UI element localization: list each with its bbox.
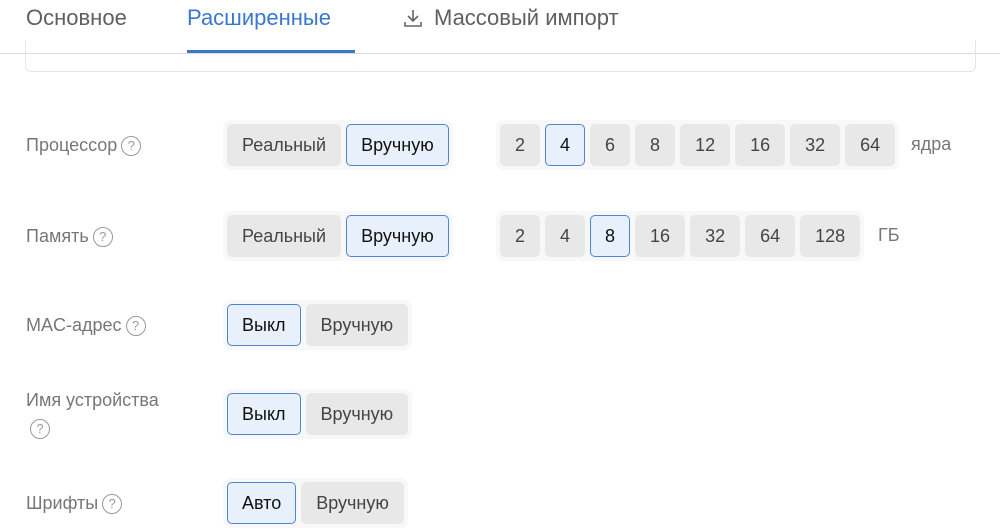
tab-label: Основное bbox=[26, 5, 127, 30]
value-option-button[interactable]: 32 bbox=[790, 124, 841, 166]
help-icon[interactable]: ? bbox=[125, 316, 146, 337]
label-text: Процессор bbox=[26, 135, 118, 155]
value-option-button[interactable]: 2 bbox=[500, 215, 541, 257]
tab-label: Массовый импорт bbox=[434, 5, 619, 30]
row-label-fonts: Шрифты? bbox=[26, 489, 123, 517]
row-label-memory: Память? bbox=[26, 222, 113, 250]
cpu-mode-group: Реальный Вручную bbox=[223, 120, 453, 170]
mode-option-button[interactable]: Выкл bbox=[227, 304, 301, 346]
memory-value-group: 2 4 8 16 32 64 128 bbox=[496, 211, 865, 261]
label-text: MAC-адрес bbox=[26, 315, 122, 335]
value-option-button[interactable]: 4 bbox=[545, 124, 586, 166]
download-icon bbox=[404, 10, 422, 27]
mode-option-button[interactable]: Реальный bbox=[227, 124, 342, 166]
row-label-cpu: Процессор? bbox=[26, 131, 142, 159]
value-option-button[interactable]: 4 bbox=[545, 215, 586, 257]
mode-option-button[interactable]: Вручную bbox=[305, 304, 409, 346]
memory-unit-label: ГБ bbox=[878, 225, 900, 245]
row-label-device-name: Имя устройства? bbox=[26, 386, 166, 442]
value-option-button[interactable]: 16 bbox=[735, 124, 786, 166]
fonts-mode-group: Авто Вручную bbox=[223, 478, 408, 528]
value-option-button[interactable]: 2 bbox=[500, 124, 541, 166]
help-icon[interactable]: ? bbox=[102, 494, 123, 515]
mode-option-button[interactable]: Вручную bbox=[346, 215, 449, 257]
value-option-button[interactable]: 8 bbox=[590, 215, 631, 257]
value-option-button[interactable]: 128 bbox=[800, 215, 861, 257]
tab-advanced[interactable]: Расширенные bbox=[187, 4, 355, 53]
tab-bar: Основное Расширенные Массовый импорт bbox=[0, 0, 1000, 54]
label-text: Память bbox=[26, 226, 89, 246]
mode-option-button[interactable]: Вручную bbox=[301, 482, 404, 524]
help-icon[interactable]: ? bbox=[121, 136, 142, 157]
tab-basic[interactable]: Основное bbox=[26, 4, 127, 53]
value-option-button[interactable]: 64 bbox=[845, 124, 896, 166]
mode-option-button[interactable]: Вручную bbox=[305, 393, 409, 435]
tab-label: Расширенные bbox=[187, 5, 331, 30]
help-icon[interactable]: ? bbox=[92, 227, 113, 248]
mode-option-button[interactable]: Вручную bbox=[346, 124, 449, 166]
mode-option-button[interactable]: Авто bbox=[227, 482, 297, 524]
cpu-unit-label: ядра bbox=[911, 134, 952, 154]
label-text: Шрифты bbox=[26, 493, 99, 513]
help-icon[interactable]: ? bbox=[30, 419, 50, 440]
memory-mode-group: Реальный Вручную bbox=[223, 211, 453, 261]
card-bottom-edge bbox=[25, 40, 976, 72]
row-label-mac: MAC-адрес? bbox=[26, 311, 146, 339]
label-text: Имя устройства bbox=[26, 390, 159, 410]
value-option-button[interactable]: 16 bbox=[635, 215, 686, 257]
value-option-button[interactable]: 6 bbox=[590, 124, 631, 166]
value-option-button[interactable]: 32 bbox=[690, 215, 741, 257]
value-option-button[interactable]: 64 bbox=[745, 215, 796, 257]
mode-option-button[interactable]: Реальный bbox=[227, 215, 342, 257]
value-option-button[interactable]: 12 bbox=[680, 124, 731, 166]
cpu-value-group: 2 4 6 8 12 16 32 64 bbox=[496, 120, 900, 170]
device-name-mode-group: Выкл Вручную bbox=[223, 389, 413, 439]
mode-option-button[interactable]: Выкл bbox=[227, 393, 301, 435]
mac-mode-group: Выкл Вручную bbox=[223, 300, 413, 350]
value-option-button[interactable]: 8 bbox=[635, 124, 676, 166]
tab-bulk-import[interactable]: Массовый импорт bbox=[402, 4, 619, 53]
